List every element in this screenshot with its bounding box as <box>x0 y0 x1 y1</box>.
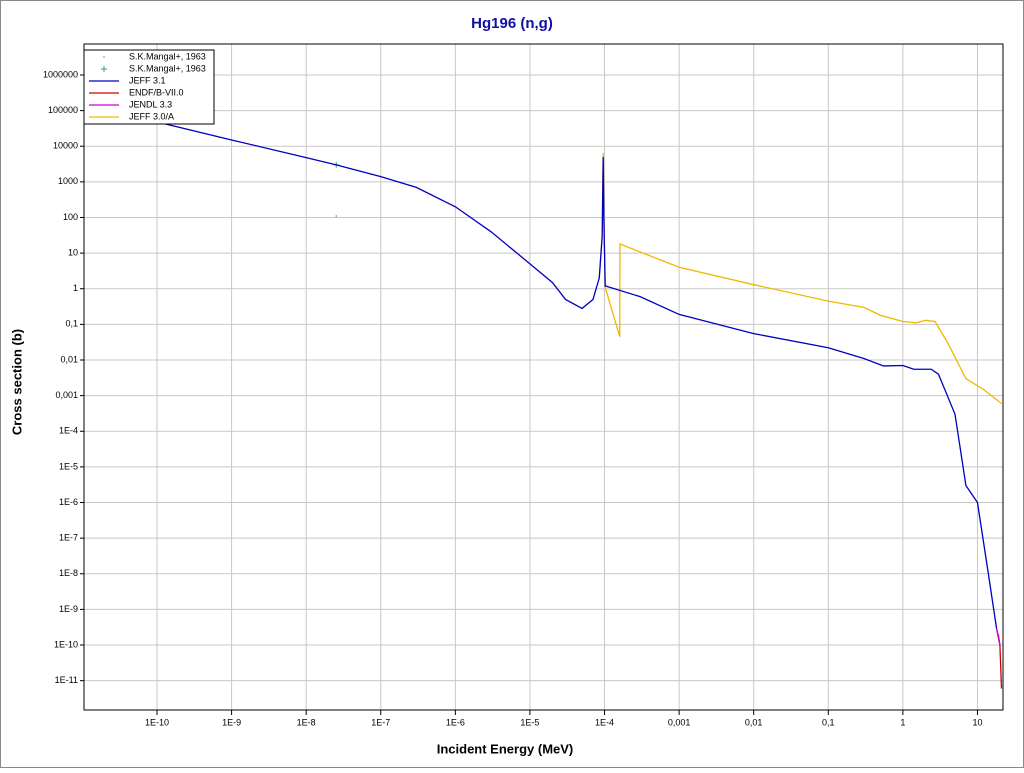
y-tick-label: 1000000 <box>43 69 78 79</box>
y-axis-label: Cross section (b) <box>9 329 24 435</box>
y-tick-label: 0,001 <box>55 390 78 400</box>
data-line <box>83 103 1001 646</box>
x-tick-label: 0,01 <box>745 717 763 727</box>
legend: S.K.Mangal+, 1963 S.K.Mangal+, 1963 JEFF 3… <box>83 49 215 125</box>
legend-marker <box>103 56 105 58</box>
x-tick-label: 1E-10 <box>145 717 169 727</box>
x-tick-label: 1E-9 <box>222 717 241 727</box>
x-tick-label: 1E-8 <box>297 717 316 727</box>
x-tick-label: 0,001 <box>668 717 691 727</box>
data-point <box>335 215 338 217</box>
legend-label: JEFF 3.1 <box>129 75 166 85</box>
legend-marker <box>101 66 107 72</box>
legend-label: JENDL 3.3 <box>129 99 172 109</box>
y-tick-label: 10000 <box>53 141 78 151</box>
x-axis-label: Incident Energy (MeV) <box>437 741 574 756</box>
y-tick-label: 10 <box>68 247 78 257</box>
y-tick-label: 0,1 <box>65 319 78 329</box>
y-tick-label: 1E-9 <box>59 604 78 614</box>
y-tick-label: 100000 <box>48 105 78 115</box>
x-tick-label: 0,1 <box>822 717 835 727</box>
x-tick-label: 10 <box>972 717 982 727</box>
y-tick-label: 1E-7 <box>59 533 78 543</box>
plot <box>83 103 1003 689</box>
y-tick-label: 0,01 <box>60 354 78 364</box>
y-tick-label: 1E-6 <box>59 497 78 507</box>
y-tick-label: 1E-8 <box>59 568 78 578</box>
grid <box>80 44 1003 715</box>
y-tick-label: 1E-5 <box>59 461 78 471</box>
x-tick-label: 1E-4 <box>595 717 614 727</box>
legend-label: S.K.Mangal+, 1963 <box>129 51 206 61</box>
legend-label: ENDF/B-VII.0 <box>129 87 184 97</box>
y-tick-label: 1E-11 <box>55 675 78 685</box>
x-tick-label: 1E-7 <box>371 717 390 727</box>
y-tick-label: 100 <box>63 212 78 222</box>
legend-box <box>83 49 215 125</box>
data-line <box>995 627 1001 646</box>
plot-border <box>83 43 1004 711</box>
y-tick-label: 1E-10 <box>54 639 78 649</box>
y-tick-label: 1E-4 <box>59 426 78 436</box>
x-tick-label: 1E-5 <box>520 717 539 727</box>
y-tick-label: 1 <box>73 283 78 293</box>
chart-title: Hg196 (n,g) <box>471 15 553 32</box>
y-tick-label: 1000 <box>58 176 78 186</box>
legend-label: S.K.Mangal+, 1963 <box>129 63 206 73</box>
x-tick-label: 1 <box>900 717 905 727</box>
legend-label: JEFF 3.0/A <box>129 111 174 121</box>
x-tick-label: 1E-6 <box>446 717 465 727</box>
